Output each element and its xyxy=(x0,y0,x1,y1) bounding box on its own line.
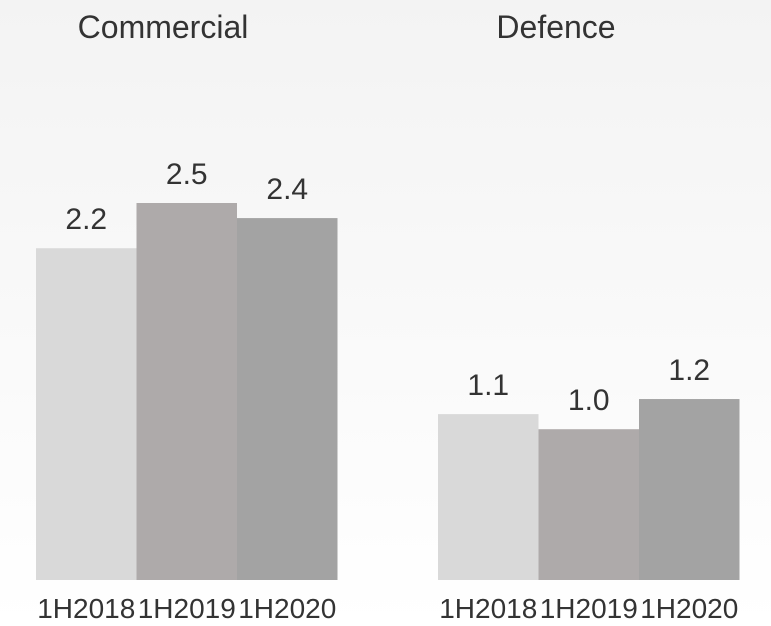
value-label: 2.2 xyxy=(65,203,107,236)
bar-1h2020 xyxy=(237,218,338,580)
bar-1h2019 xyxy=(136,203,237,580)
category-label: 1H2020 xyxy=(238,593,336,624)
bar-1h2019 xyxy=(538,429,639,580)
category-label: 1H2020 xyxy=(640,593,738,624)
bar-1h2018 xyxy=(36,248,137,581)
bar-1h2020 xyxy=(639,399,740,580)
value-label: 1.0 xyxy=(568,384,610,417)
value-label: 1.1 xyxy=(467,369,509,402)
category-label: 1H2019 xyxy=(138,593,236,624)
category-label: 1H2018 xyxy=(37,593,135,624)
panel-title-commercial: Commercial xyxy=(78,9,249,45)
category-label: 1H2018 xyxy=(439,593,537,624)
value-label: 2.4 xyxy=(266,173,308,206)
panel-commercial: Commercial 2.2 1H2018 2.5 1H2019 2.4 1H2020 xyxy=(36,9,338,624)
category-label: 1H2019 xyxy=(540,593,638,624)
value-label: 1.2 xyxy=(668,354,710,387)
panel-defence: Defence 1.1 1H2018 1.0 1H2019 1.2 1H2020 xyxy=(438,9,740,624)
value-label: 2.5 xyxy=(166,158,208,191)
bar-1h2018 xyxy=(438,414,539,580)
panel-title-defence: Defence xyxy=(496,9,615,45)
